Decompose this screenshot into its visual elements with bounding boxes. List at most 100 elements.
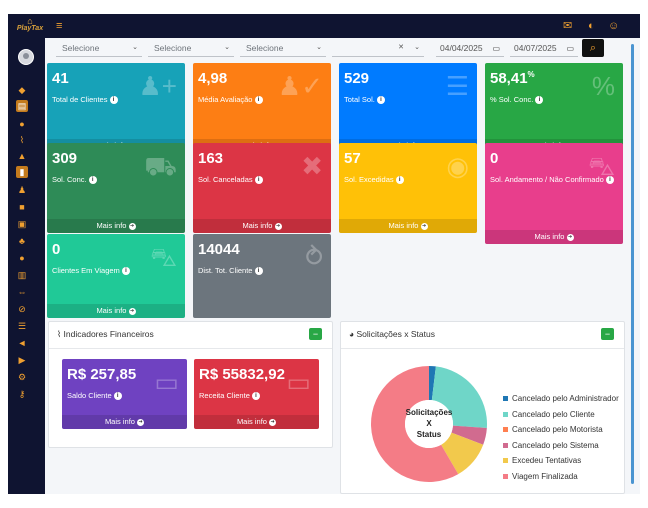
arrow-circle-right-icon: ➜ bbox=[269, 418, 277, 426]
arrow-circle-right-icon: ➜ bbox=[137, 418, 145, 426]
calendar-icon[interactable]: ▭ bbox=[492, 44, 500, 53]
video-icon[interactable]: ▶ bbox=[18, 355, 26, 365]
card-value: 309 bbox=[52, 150, 78, 167]
more-info-link[interactable]: Mais info ➜ bbox=[485, 230, 623, 244]
card-label: Dist. Tot. Cliente i bbox=[198, 266, 269, 276]
card-label: Sol. Excedidas i bbox=[344, 175, 410, 185]
user-group-icon[interactable]: ♣ bbox=[19, 236, 25, 246]
eye-slash-icon[interactable]: ⊘ bbox=[18, 304, 26, 314]
info-icon[interactable]: i bbox=[113, 392, 122, 401]
comment-icon[interactable]: ● bbox=[19, 253, 25, 263]
toggle-icon[interactable]: ◐ bbox=[588, 20, 595, 32]
user-icon[interactable]: ☺ bbox=[608, 20, 620, 32]
filter-select-1[interactable]: Selecione ⌄ bbox=[56, 41, 142, 57]
shield-icon[interactable]: ◆ bbox=[18, 85, 26, 95]
legend-swatch bbox=[503, 396, 508, 402]
area-chart-icon[interactable]: ▲ bbox=[17, 151, 27, 161]
card-label: Sol. Canceladas i bbox=[198, 175, 269, 185]
clear-icon[interactable]: ✕ bbox=[398, 44, 404, 51]
legend-item[interactable]: Viagem Finalizada bbox=[503, 472, 578, 482]
info-icon[interactable]: i bbox=[535, 96, 544, 105]
info-icon[interactable]: i bbox=[254, 176, 263, 185]
gauge-icon[interactable]: ● bbox=[19, 119, 25, 129]
pie-slice[interactable] bbox=[451, 425, 487, 445]
pie-slice[interactable] bbox=[441, 432, 484, 475]
arrow-circle-right-icon: ➜ bbox=[128, 307, 136, 315]
times-circle-icon: ✖ bbox=[301, 151, 323, 181]
users-icon[interactable]: ♟ bbox=[17, 185, 27, 195]
card-value: 4,98 bbox=[198, 70, 228, 87]
filter-select-3[interactable]: Selecione ⌄ bbox=[240, 41, 326, 57]
key-icon[interactable]: ⚷ bbox=[18, 389, 26, 399]
card-label: Sol. Conc. i bbox=[52, 175, 103, 185]
money-bill-icon: ▭ bbox=[286, 367, 311, 397]
kpi-card: 14044 Dist. Tot. Cliente i ⥁ bbox=[193, 234, 331, 318]
donut-center-label: Status bbox=[417, 430, 442, 439]
more-info-link[interactable]: Mais info ➜ bbox=[62, 415, 187, 429]
card-value: 0 bbox=[52, 241, 61, 258]
card-value: 14044 bbox=[198, 241, 240, 258]
card-value: 41 bbox=[52, 70, 69, 87]
pie-slice[interactable] bbox=[371, 366, 459, 482]
line-chart-icon[interactable]: ⌇ bbox=[19, 135, 25, 145]
list-ol-icon: ☰ bbox=[445, 71, 469, 101]
info-icon[interactable]: i bbox=[395, 176, 404, 185]
card-value: R$ 55832,92 bbox=[199, 366, 285, 383]
more-info-link[interactable]: Mais info ➜ bbox=[339, 219, 477, 233]
more-info-link[interactable]: Mais info ➜ bbox=[193, 219, 331, 233]
info-icon[interactable]: i bbox=[109, 96, 118, 105]
scrollbar[interactable] bbox=[631, 44, 634, 484]
dumbbell-icon[interactable]: ⇔ bbox=[17, 287, 27, 297]
calendar-icon[interactable]: ▭ bbox=[566, 44, 574, 53]
collapse-button[interactable]: − bbox=[309, 328, 322, 340]
hamburger-icon[interactable]: ≡ bbox=[56, 20, 63, 32]
cogs-icon[interactable]: ⚙ bbox=[17, 372, 27, 382]
sidebar: ◆ ▤ ● ⌇ ▲ ▮ ♟ ■ ▣ ♣ ● ▥ ⇔ ⊘ ☰ ◄ ▶ ⚙ ⚷ bbox=[8, 38, 45, 494]
info-icon[interactable]: i bbox=[376, 96, 385, 105]
route-icon: ⥁ bbox=[305, 242, 323, 272]
avatar[interactable] bbox=[18, 49, 34, 65]
more-info-link[interactable]: Mais info ➜ bbox=[194, 415, 319, 429]
legend-item[interactable]: Cancelado pelo Cliente bbox=[503, 410, 595, 420]
chat-icon[interactable]: ✉ bbox=[563, 20, 573, 32]
info-icon[interactable]: i bbox=[254, 267, 263, 276]
building-icon[interactable]: ▥ bbox=[17, 270, 27, 280]
filter-select-4[interactable]: ✕ ⌄ bbox=[332, 41, 424, 57]
list-icon[interactable]: ▤ bbox=[16, 100, 28, 112]
filter-select-2[interactable]: Selecione ⌄ bbox=[148, 41, 234, 57]
minus-icon: − bbox=[604, 329, 611, 339]
arrow-circle-right-icon: ➜ bbox=[420, 222, 428, 230]
pie-slice[interactable] bbox=[431, 366, 487, 428]
card-label: Saldo Cliente i bbox=[67, 391, 128, 401]
card-label: Média Avaliação i bbox=[198, 95, 269, 105]
search-button[interactable]: ⌕ bbox=[582, 39, 604, 57]
more-info-link[interactable]: Mais info ➜ bbox=[47, 304, 185, 318]
bar-chart-icon[interactable]: ▮ bbox=[16, 166, 28, 178]
date-from-input[interactable]: 04/04/2025 ▭ bbox=[436, 41, 504, 57]
info-icon[interactable]: i bbox=[121, 267, 130, 276]
info-icon[interactable]: i bbox=[254, 96, 263, 105]
taxi-logo-icon: ⌂ bbox=[27, 16, 33, 26]
collapse-button[interactable]: − bbox=[601, 328, 614, 340]
legend-item[interactable]: Cancelado pelo Administrador bbox=[503, 394, 619, 404]
id-card-icon[interactable]: ▣ bbox=[17, 219, 27, 229]
info-icon[interactable]: i bbox=[88, 176, 97, 185]
bullhorn-icon[interactable]: ◄ bbox=[17, 338, 27, 348]
kpi-card: 57 Sol. Excedidas i ◉ Mais info ➜ bbox=[339, 143, 477, 233]
financial-panel: ⌇ Indicadores Financeiros − R$ 257,85 Sal… bbox=[48, 321, 333, 448]
app-logo[interactable]: ⌂ PlayTax bbox=[16, 17, 44, 35]
card-value: 163 bbox=[198, 150, 224, 167]
info-icon[interactable]: i bbox=[605, 176, 614, 185]
info-icon[interactable]: i bbox=[251, 392, 260, 401]
folder-icon[interactable]: ■ bbox=[19, 202, 25, 212]
pie-slice[interactable] bbox=[429, 366, 436, 401]
card-label: Receita Cliente i bbox=[199, 391, 266, 401]
chevron-down-icon: ⌄ bbox=[316, 44, 322, 51]
legend-item[interactable]: Cancelado pelo Motorista bbox=[503, 425, 603, 435]
legend-item[interactable]: Cancelado pelo Sistema bbox=[503, 441, 599, 451]
list-ul-icon[interactable]: ☰ bbox=[17, 321, 27, 331]
date-to-input[interactable]: 04/07/2025 ▭ bbox=[510, 41, 578, 57]
filter-bar: Selecione ⌄ Selecione ⌄ Selecione ⌄ ✕ ⌄ … bbox=[56, 39, 616, 59]
legend-item[interactable]: Excedeu Tentativas bbox=[503, 456, 581, 466]
more-info-link[interactable]: Mais info ➜ bbox=[47, 219, 185, 233]
